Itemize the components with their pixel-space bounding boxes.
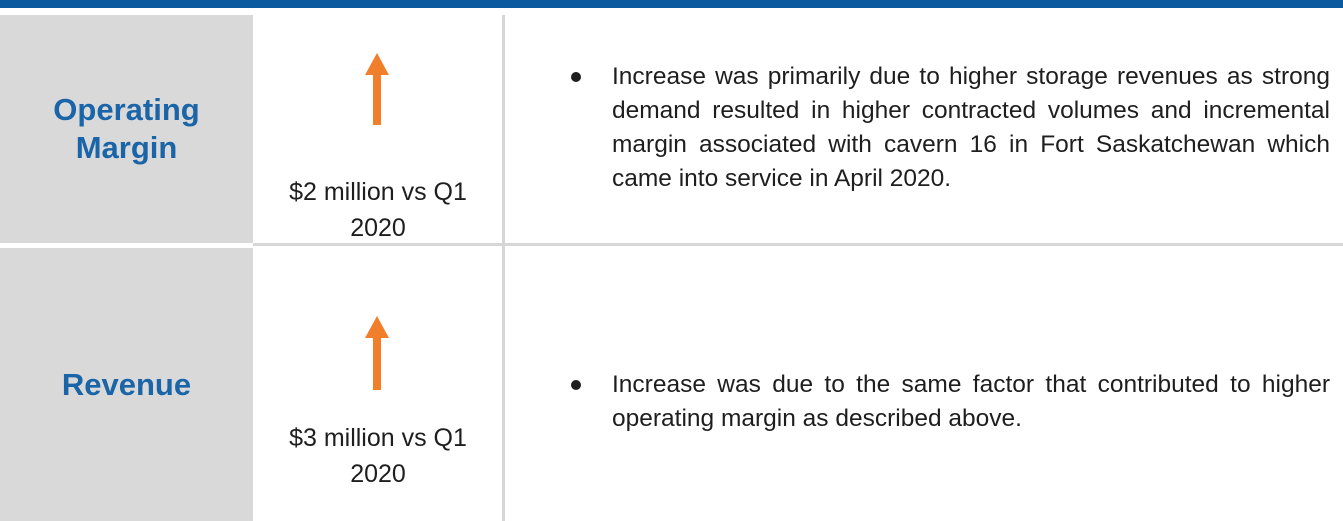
change-text: $2 million vs Q1 2020 [289, 178, 467, 242]
change-text: $3 million vs Q1 2020 [289, 424, 467, 488]
up-arrow [365, 53, 389, 125]
bullet [571, 72, 581, 82]
label-cell: Revenue [0, 248, 253, 521]
bullet [571, 380, 581, 390]
row-divider [253, 243, 1343, 246]
column-divider [502, 15, 505, 521]
explanation: Increase was primarily due to higher sto… [612, 63, 1330, 192]
row-label: Revenue [61, 366, 192, 402]
row-label: Operating Margin [53, 92, 200, 165]
label-cell: Operating Margin [0, 15, 253, 243]
up-arrow [365, 316, 389, 390]
top-bar [0, 0, 1343, 8]
explanation: Increase was due to the same factor that… [612, 371, 1330, 432]
